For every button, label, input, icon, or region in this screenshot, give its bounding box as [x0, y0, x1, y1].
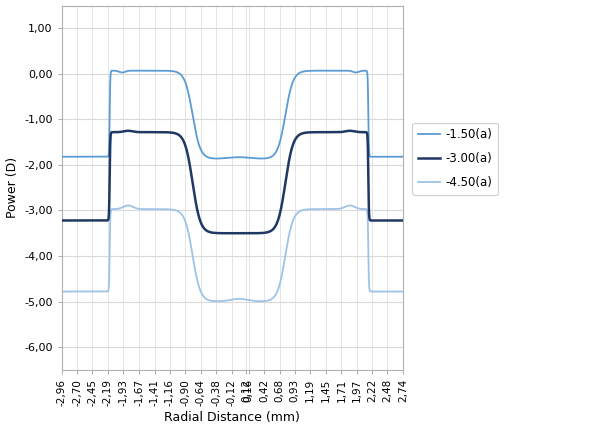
- -3.00(a): [188, 177, 196, 182]
- -1.50(a): [120, 70, 128, 75]
- -4.50(a): [263, 298, 270, 304]
- -4.50(a): [120, 204, 128, 209]
- -4.50(a): [280, 262, 288, 267]
- -3.00(a): [235, 230, 243, 236]
- -4.50(a): [399, 289, 407, 294]
- -3.00(a): [399, 218, 407, 223]
- -4.50(a): [188, 250, 196, 255]
- -4.50(a): [58, 289, 65, 294]
- Legend: -1.50(a), -3.00(a), -4.50(a): -1.50(a), -3.00(a), -4.50(a): [412, 123, 498, 195]
- -3.00(a): [120, 129, 128, 134]
- -4.50(a): [214, 299, 221, 304]
- -4.50(a): [339, 206, 346, 211]
- Line: -3.00(a): -3.00(a): [62, 131, 403, 233]
- -3.00(a): [58, 218, 65, 223]
- Y-axis label: Power (D): Power (D): [6, 157, 18, 218]
- -1.50(a): [258, 156, 265, 161]
- -3.00(a): [280, 190, 288, 196]
- Line: -1.50(a): -1.50(a): [62, 71, 403, 159]
- -1.50(a): [142, 68, 150, 73]
- -1.50(a): [339, 68, 346, 73]
- -1.50(a): [58, 154, 65, 160]
- -1.50(a): [188, 110, 196, 115]
- X-axis label: Radial Distance (mm): Radial Distance (mm): [164, 412, 301, 424]
- -4.50(a): [346, 203, 354, 208]
- -3.00(a): [346, 128, 354, 133]
- -3.00(a): [263, 230, 270, 235]
- -4.50(a): [313, 206, 320, 212]
- Line: -4.50(a): -4.50(a): [62, 206, 403, 301]
- -1.50(a): [280, 121, 288, 126]
- -3.00(a): [313, 129, 320, 135]
- -3.00(a): [339, 129, 346, 135]
- -1.50(a): [263, 156, 270, 161]
- -1.50(a): [313, 68, 320, 73]
- -1.50(a): [399, 154, 407, 160]
